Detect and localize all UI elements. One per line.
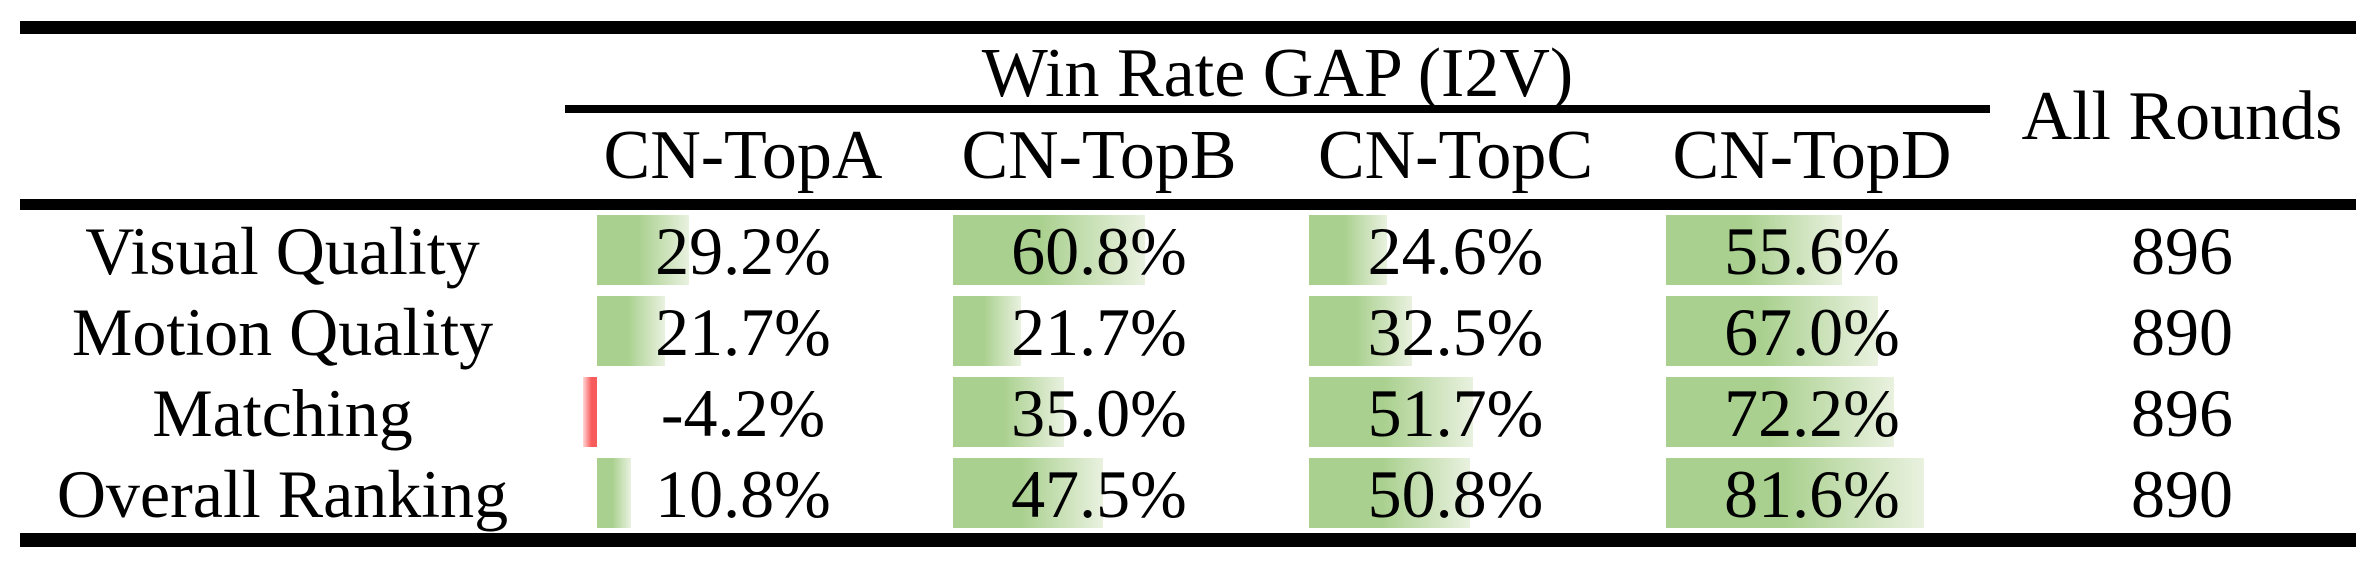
win-rate-value: 10.8% bbox=[655, 455, 831, 532]
column-header-cn-topa: CN-TopA bbox=[603, 117, 883, 194]
win-rate-bar bbox=[952, 295, 1022, 367]
win-rate-bar bbox=[1665, 376, 1895, 448]
table-top-rule bbox=[20, 21, 2356, 34]
win-rate-cell: 32.5% bbox=[1277, 291, 1634, 372]
win-rate-cell: 51.7% bbox=[1277, 372, 1634, 453]
win-rate-value: 72.2% bbox=[1724, 374, 1900, 451]
table-bottom-rule bbox=[20, 533, 2356, 547]
group-header-underline bbox=[565, 105, 1990, 113]
all-rounds-header-cell: All Rounds bbox=[1990, 34, 2374, 199]
row-label: Overall Ranking bbox=[56, 455, 509, 532]
table-row: Motion Quality 21.7% 21.7% 32.5% 67.0% 8… bbox=[0, 291, 2374, 372]
all-rounds-value: 890 bbox=[2131, 293, 2233, 370]
win-rate-value: 81.6% bbox=[1724, 455, 1900, 532]
win-rate-value: 47.5% bbox=[1011, 455, 1187, 532]
win-rate-bar bbox=[1665, 457, 1925, 529]
table-row: Visual Quality 29.2% 60.8% 24.6% 55.6% 8… bbox=[0, 210, 2374, 291]
group-header-label: Win Rate GAP (I2V) bbox=[981, 34, 1574, 112]
win-rate-cell: 35.0% bbox=[921, 372, 1277, 453]
win-rate-value: 51.7% bbox=[1367, 374, 1544, 451]
table-row: Matching -4.2% 35.0% 51.7% 72.2% 896 bbox=[0, 372, 2374, 453]
win-rate-value: 50.8% bbox=[1367, 455, 1544, 532]
all-rounds-value: 890 bbox=[2131, 455, 2233, 532]
win-rate-cell: 21.7% bbox=[565, 291, 921, 372]
win-rate-cell: 47.5% bbox=[921, 453, 1277, 534]
table-header: Win Rate GAP (I2V) All Rounds CN-TopA CN… bbox=[0, 34, 2374, 199]
table-row: Overall Ranking 10.8% 47.5% 50.8% 81.6% … bbox=[0, 453, 2374, 534]
win-rate-value: 32.5% bbox=[1367, 293, 1544, 370]
win-rate-bar bbox=[952, 376, 1064, 448]
win-rate-value: 35.0% bbox=[1011, 374, 1187, 451]
win-rate-bar bbox=[1665, 214, 1842, 286]
win-rate-value: 24.6% bbox=[1367, 212, 1544, 289]
win-rate-value: 29.2% bbox=[655, 212, 831, 289]
all-rounds-value: 896 bbox=[2131, 212, 2233, 289]
win-rate-cell: 55.6% bbox=[1634, 210, 1990, 291]
win-rate-value: 55.6% bbox=[1724, 212, 1900, 289]
win-rate-bar bbox=[952, 214, 1146, 286]
column-header-cn-topb: CN-TopB bbox=[961, 117, 1237, 194]
win-rate-cell: 10.8% bbox=[565, 453, 921, 534]
win-rate-value: 21.7% bbox=[655, 293, 831, 370]
column-header-cn-topc: CN-TopC bbox=[1317, 117, 1594, 194]
win-rate-cell: 29.2% bbox=[565, 210, 921, 291]
win-rate-cell: 50.8% bbox=[1277, 453, 1634, 534]
win-rate-value: 60.8% bbox=[1011, 212, 1187, 289]
win-rate-bar bbox=[952, 457, 1104, 529]
column-header-cn-topd: CN-TopD bbox=[1672, 117, 1952, 194]
win-rate-cell: 24.6% bbox=[1277, 210, 1634, 291]
table-body: Visual Quality 29.2% 60.8% 24.6% 55.6% 8… bbox=[0, 210, 2374, 534]
win-rate-cell: 81.6% bbox=[1634, 453, 1990, 534]
all-rounds-header-label: All Rounds bbox=[2021, 77, 2343, 155]
table-header-rule bbox=[20, 199, 2356, 210]
win-rate-cell: -4.2% bbox=[565, 372, 921, 453]
row-label: Motion Quality bbox=[71, 293, 494, 370]
win-rate-bar bbox=[1308, 214, 1387, 286]
win-rate-bar bbox=[596, 295, 666, 367]
win-rate-bar bbox=[1308, 376, 1474, 448]
win-rate-value: -4.2% bbox=[660, 374, 826, 451]
win-rate-bar bbox=[596, 457, 631, 529]
win-rate-bar bbox=[596, 214, 690, 286]
win-rate-bar bbox=[1308, 295, 1413, 367]
win-rate-value: 21.7% bbox=[1011, 293, 1187, 370]
win-rate-bar bbox=[583, 376, 597, 448]
win-rate-cell: 67.0% bbox=[1634, 291, 1990, 372]
win-rate-cell: 72.2% bbox=[1634, 372, 1990, 453]
win-rate-bar bbox=[1665, 295, 1878, 367]
win-rate-cell: 60.8% bbox=[921, 210, 1277, 291]
win-rate-bar bbox=[1308, 457, 1471, 529]
row-label: Matching bbox=[152, 374, 413, 451]
group-header-cell: Win Rate GAP (I2V) bbox=[565, 34, 1990, 113]
row-label: Visual Quality bbox=[85, 212, 480, 289]
win-rate-cell: 21.7% bbox=[921, 291, 1277, 372]
all-rounds-value: 896 bbox=[2131, 374, 2233, 451]
win-rate-value: 67.0% bbox=[1724, 293, 1900, 370]
